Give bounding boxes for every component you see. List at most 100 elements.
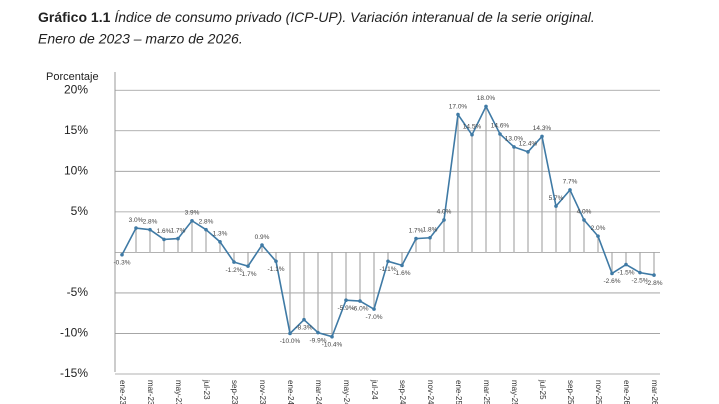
point <box>414 236 418 241</box>
point <box>624 262 628 267</box>
chart-subtitle: Enero de 2023 – marzo de 2026. <box>38 31 243 47</box>
x-tick-label: jul-24 <box>370 379 379 400</box>
x-tick-label: ene-23 <box>118 380 127 404</box>
x-tick-label: may-24 <box>342 380 351 404</box>
value-label: 7.7% <box>563 179 578 186</box>
value-label: -1.5% <box>618 269 635 276</box>
point <box>526 150 530 154</box>
point <box>638 270 642 275</box>
point <box>484 104 488 109</box>
point <box>512 145 516 149</box>
x-tick-label: sep-24 <box>398 380 407 404</box>
value-label: 1.3% <box>213 231 228 238</box>
value-label: 1.8% <box>423 227 438 234</box>
point <box>134 226 138 230</box>
point <box>386 259 390 264</box>
point <box>330 334 334 339</box>
point <box>568 188 572 192</box>
point <box>652 273 656 277</box>
point <box>344 298 348 303</box>
value-label: -1.7% <box>240 271 257 278</box>
value-label: 18.0% <box>477 95 496 102</box>
point <box>372 307 376 311</box>
point <box>148 227 152 232</box>
point <box>428 235 432 240</box>
value-label: -1.1% <box>380 266 397 273</box>
x-tick-label: mar-24 <box>314 380 323 404</box>
y-tick-label: -15% <box>60 366 88 380</box>
value-label: 14.6% <box>491 123 510 130</box>
point <box>204 227 208 232</box>
y-tick-label: -10% <box>60 326 88 340</box>
value-label: -2.8% <box>646 280 663 287</box>
point <box>316 330 320 335</box>
value-label: -2.5% <box>632 277 649 284</box>
x-tick-label: jul-23 <box>202 379 211 400</box>
x-tick-label: ene-24 <box>286 380 295 404</box>
title-text: Índice de consumo privado (ICP-UP). Vari… <box>114 9 594 25</box>
y-tick-label: -5% <box>67 285 89 299</box>
value-label: -1.1% <box>268 266 285 273</box>
value-label: 1.6% <box>157 228 172 235</box>
y-axis-label: Porcentaje <box>46 71 99 83</box>
x-tick-label: ene-25 <box>454 380 463 404</box>
point <box>442 218 446 222</box>
x-tick-label: nov-23 <box>258 380 267 404</box>
y-tick-label: 10% <box>64 163 88 177</box>
point <box>358 299 362 303</box>
point <box>540 134 544 139</box>
value-label: 1.7% <box>171 227 186 234</box>
x-tick-label: nov-24 <box>426 380 435 404</box>
point <box>176 236 180 241</box>
point <box>470 133 474 137</box>
y-tick-label: 15% <box>64 123 88 137</box>
point <box>456 112 460 117</box>
x-tick-label: may-23 <box>174 380 183 404</box>
value-label: 2.8% <box>199 218 214 225</box>
value-label: -6.0% <box>352 306 369 313</box>
point <box>120 253 124 257</box>
value-label: -10.4% <box>322 341 343 348</box>
value-label: -7.0% <box>366 314 383 321</box>
point <box>288 331 292 336</box>
x-tick-label: sep-25 <box>566 380 575 404</box>
x-tick-label: mar-25 <box>482 380 491 404</box>
value-label: -8.3% <box>296 324 313 331</box>
point <box>162 237 166 242</box>
value-label: 1.7% <box>409 227 424 234</box>
point <box>498 132 502 136</box>
y-tick-label: 5% <box>71 204 89 218</box>
chart-title: Gráfico 1.1 Índice de consumo privado (IC… <box>38 9 595 25</box>
y-tick-label: 20% <box>64 82 88 96</box>
value-label: 17.0% <box>449 103 468 110</box>
x-tick-label: mar-26 <box>650 380 659 404</box>
value-label: -1.2% <box>226 267 243 274</box>
value-label: -1.6% <box>394 270 411 277</box>
point <box>610 271 614 276</box>
point <box>554 204 558 208</box>
x-tick-label: may-25 <box>510 380 519 404</box>
point <box>190 218 194 223</box>
x-tick-label: jul-25 <box>538 379 547 400</box>
x-tick-label: ene-26 <box>622 380 631 404</box>
value-label: 5.7% <box>549 195 564 202</box>
value-label: -9.9% <box>310 337 327 344</box>
value-label: 0.9% <box>255 234 270 241</box>
value-label: 14.5% <box>463 124 482 131</box>
value-label: 2.8% <box>143 218 158 225</box>
point <box>302 317 306 322</box>
value-label: 12.4% <box>519 141 538 148</box>
value-label: -10.0% <box>280 338 301 345</box>
value-label: -5.9% <box>338 305 355 312</box>
point <box>582 218 586 222</box>
value-label: 13.0% <box>505 136 524 143</box>
value-label: 3.9% <box>185 209 200 216</box>
point <box>596 234 600 238</box>
value-label: 4.0% <box>437 209 452 216</box>
title-prefix: Gráfico 1.1 <box>38 9 111 25</box>
value-label: 14.3% <box>533 125 552 132</box>
value-label: 3.0% <box>129 217 144 224</box>
point <box>218 240 222 244</box>
point <box>400 263 404 268</box>
